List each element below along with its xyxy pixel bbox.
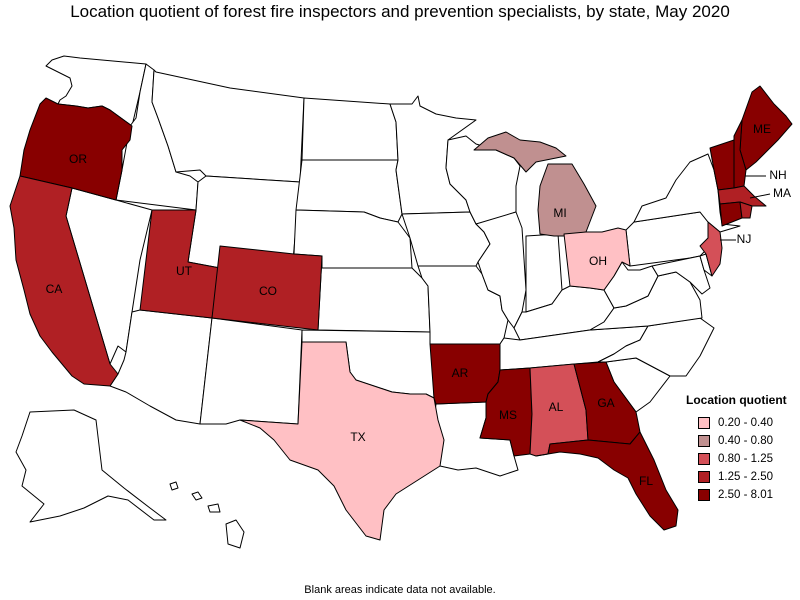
state-NC[interactable] (597, 317, 715, 377)
legend-swatch (698, 435, 710, 447)
map-title: Location quotient of forest fire inspect… (70, 2, 730, 21)
state-HI-islands (169, 481, 221, 513)
leader-line-MA (749, 193, 771, 199)
state-MT[interactable] (151, 69, 305, 183)
legend-item: 0.20 - 0.40 (686, 414, 787, 432)
state-label-NH: NH (769, 168, 786, 182)
legend-label: 2.50 - 8.01 (718, 489, 773, 501)
legend-item: 0.80 - 1.25 (686, 450, 787, 468)
legend-swatch (698, 471, 710, 483)
legend-label: 1.25 - 2.50 (718, 471, 773, 483)
state-label-MS: MS (499, 408, 517, 422)
label-leader-lines (720, 175, 771, 241)
legend-title: Location quotient (686, 393, 787, 407)
map-footnote: Blank areas indicate data not available. (304, 584, 496, 596)
state-CT[interactable] (719, 201, 743, 227)
state-label-CO: CO (259, 284, 277, 298)
state-label-FL: FL (639, 474, 653, 488)
state-label-CA: CA (46, 282, 63, 296)
legend-item: 0.40 - 0.80 (686, 432, 787, 450)
state-AK[interactable] (15, 409, 167, 523)
state-OR[interactable] (19, 97, 133, 201)
legend-swatch (698, 417, 710, 429)
state-label-MA: MA (773, 186, 791, 200)
state-NJ[interactable] (699, 221, 723, 277)
state-label-AL: AL (549, 400, 564, 414)
state-HI[interactable] (225, 519, 245, 549)
legend-item: 1.25 - 2.50 (686, 468, 787, 486)
state-label-MI: MI (553, 206, 566, 220)
state-RI[interactable] (739, 201, 753, 219)
state-TX[interactable] (239, 341, 445, 541)
legend-label: 0.20 - 0.40 (718, 417, 773, 429)
state-label-OR: OR (69, 152, 87, 166)
legend-item: 2.50 - 8.01 (686, 486, 787, 504)
state-CA[interactable] (9, 175, 119, 387)
state-NM[interactable] (199, 317, 303, 425)
state-ND[interactable] (301, 97, 399, 161)
state-label-TX: TX (350, 430, 365, 444)
state-CO[interactable] (211, 245, 323, 331)
legend-swatch (698, 453, 710, 465)
state-label-UT: UT (176, 264, 193, 278)
state-IL[interactable] (475, 211, 527, 329)
legend-label: 0.40 - 0.80 (718, 435, 773, 447)
state-label-OH: OH (589, 254, 607, 268)
state-FL[interactable] (535, 431, 679, 531)
state-label-ME: ME (753, 122, 771, 136)
legend-swatch (698, 489, 710, 501)
state-label-AR: AR (452, 366, 469, 380)
state-label-GA: GA (597, 396, 614, 410)
state-OH[interactable] (563, 227, 631, 291)
state-label-NJ: NJ (737, 232, 752, 246)
map-legend: Location quotient 0.20 - 0.40 0.40 - 0.8… (686, 393, 787, 504)
legend-label: 0.80 - 1.25 (718, 453, 773, 465)
